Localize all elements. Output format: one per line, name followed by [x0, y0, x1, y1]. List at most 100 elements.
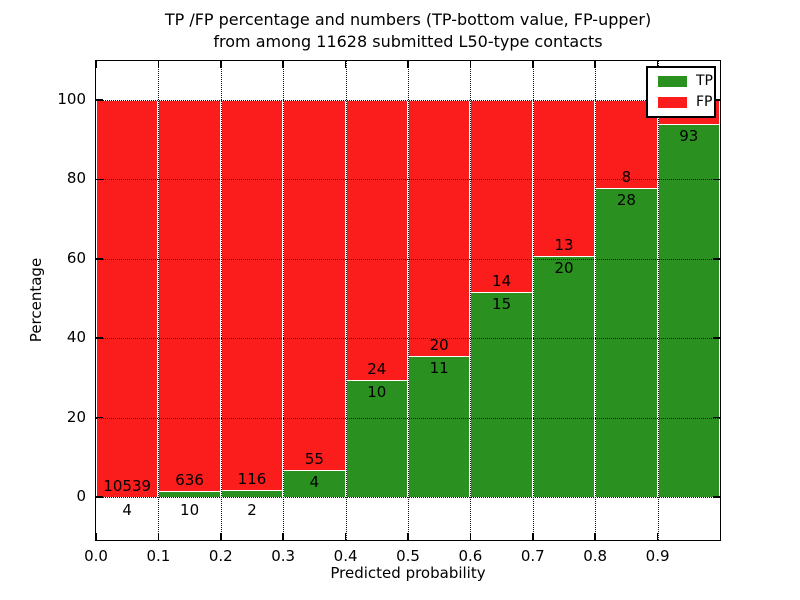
x-tick-mark-top — [656, 61, 659, 68]
y-tick-label: 20 — [66, 407, 86, 426]
fp-count-label: 116 — [237, 470, 267, 489]
tp-count-label: 2 — [247, 501, 257, 519]
legend-swatch-fp — [658, 97, 687, 108]
y-tick-mark — [96, 416, 103, 419]
y-tick-mark-right — [713, 178, 720, 181]
bar-segment-fp — [158, 100, 221, 491]
tp-count-label: 4 — [309, 473, 320, 492]
v-gridline — [345, 61, 347, 540]
bar-segment-fp — [470, 100, 533, 292]
legend-item-tp: TP — [648, 71, 714, 92]
x-tick-mark — [344, 533, 347, 540]
x-tick-label: 0.4 — [333, 547, 358, 565]
y-tick-label: 80 — [66, 169, 86, 188]
bar-segment-tp — [345, 380, 408, 497]
tp-count-label: 93 — [679, 127, 699, 146]
chart-title-line2: from among 11628 submitted L50-type cont… — [213, 32, 603, 51]
legend: TP FP — [646, 66, 716, 118]
x-tick-mark-top — [532, 61, 534, 68]
bar-segment-tp — [595, 188, 658, 497]
bar-segment-fp — [220, 100, 284, 491]
fp-count-label: 636 — [175, 470, 204, 489]
v-gridline — [158, 61, 160, 540]
y-tick-mark — [96, 337, 103, 339]
plot-area: 1053946361011625542410201114151320828693 — [95, 60, 721, 541]
legend-label-tp: TP — [696, 73, 713, 89]
x-tick-mark-top — [407, 61, 409, 68]
y-tick-label: 40 — [66, 328, 86, 347]
fp-count-label: 13 — [554, 236, 574, 255]
v-gridline — [595, 61, 597, 540]
tp-count-label: 20 — [554, 259, 574, 278]
chart-title-line1: TP /FP percentage and numbers (TP-bottom… — [164, 10, 652, 29]
tp-count-label: 10 — [367, 383, 387, 402]
chart-title: TP /FP percentage and numbers (TP-bottom… — [96, 9, 720, 53]
bar-segment-fp — [96, 100, 159, 497]
y-tick-mark — [96, 258, 103, 260]
x-tick-mark — [220, 533, 222, 540]
x-tick-mark — [282, 533, 284, 540]
y-tick-mark-right — [713, 99, 720, 101]
x-tick-mark-top — [469, 61, 472, 68]
fp-count-label: 24 — [367, 360, 387, 379]
legend-item-fp: FP — [648, 92, 714, 113]
fp-count-label: 55 — [304, 450, 324, 469]
x-tick-mark-top — [344, 61, 347, 68]
x-tick-mark-top — [594, 61, 596, 68]
x-tick-label: 0.7 — [520, 547, 545, 565]
bar-segment-tp — [470, 291, 533, 497]
x-tick-mark-top — [282, 61, 284, 68]
x-tick-mark — [469, 533, 472, 540]
x-tick-mark — [95, 533, 97, 540]
x-tick-label: 0.3 — [271, 547, 296, 565]
bar-segment-tp — [220, 490, 284, 497]
x-tick-mark — [532, 533, 534, 540]
fp-count-label: 20 — [429, 336, 449, 355]
x-tick-mark — [407, 533, 409, 540]
x-tick-mark — [656, 533, 659, 540]
bar-segment-tp — [657, 124, 720, 497]
v-gridline — [657, 61, 659, 540]
tp-count-label: 28 — [616, 191, 636, 210]
legend-label-fp: FP — [696, 94, 713, 110]
x-axis-label: Predicted probability — [330, 564, 486, 582]
bar-segment-fp — [532, 100, 596, 257]
x-tick-label: 0.1 — [146, 547, 171, 565]
v-gridline — [283, 61, 285, 540]
y-tick-mark-right — [713, 496, 720, 498]
x-tick-label: 0.0 — [84, 547, 108, 565]
x-tick-mark-top — [157, 61, 160, 68]
x-tick-mark-top — [220, 61, 222, 68]
y-tick-label: 100 — [57, 90, 86, 108]
x-tick-label: 0.5 — [396, 547, 420, 565]
y-tick-mark-right — [713, 258, 720, 260]
bar-segment-tp — [532, 256, 596, 497]
tp-count-label: 11 — [429, 359, 449, 378]
y-tick-mark-right — [713, 337, 720, 339]
tp-count-label: 15 — [492, 294, 512, 313]
y-tick-mark — [96, 178, 103, 181]
x-tick-mark — [594, 533, 596, 540]
x-tick-mark — [157, 533, 160, 540]
x-tick-label: 0.9 — [645, 547, 670, 565]
fp-count-label: 10539 — [103, 476, 152, 495]
bar-segment-fp — [283, 100, 346, 471]
v-gridline — [532, 61, 534, 540]
v-gridline — [470, 61, 472, 540]
fp-count-label: 8 — [621, 168, 632, 187]
y-tick-mark — [96, 496, 103, 498]
x-tick-label: 0.6 — [458, 547, 483, 565]
bar-segment-tp — [408, 356, 471, 497]
bar-segment-fp — [408, 100, 471, 357]
fp-count-label: 14 — [492, 271, 512, 290]
tp-count-label: 10 — [180, 501, 200, 519]
x-tick-mark-top — [95, 61, 97, 68]
x-tick-label: 0.2 — [208, 547, 233, 565]
bar-segment-tp — [283, 470, 346, 497]
v-gridline — [408, 61, 409, 540]
tp-count-label: 4 — [122, 501, 132, 519]
v-gridline — [220, 61, 222, 540]
x-tick-label: 0.8 — [583, 547, 608, 565]
y-tick-mark — [96, 99, 103, 101]
y-tick-label: 0 — [76, 487, 86, 505]
